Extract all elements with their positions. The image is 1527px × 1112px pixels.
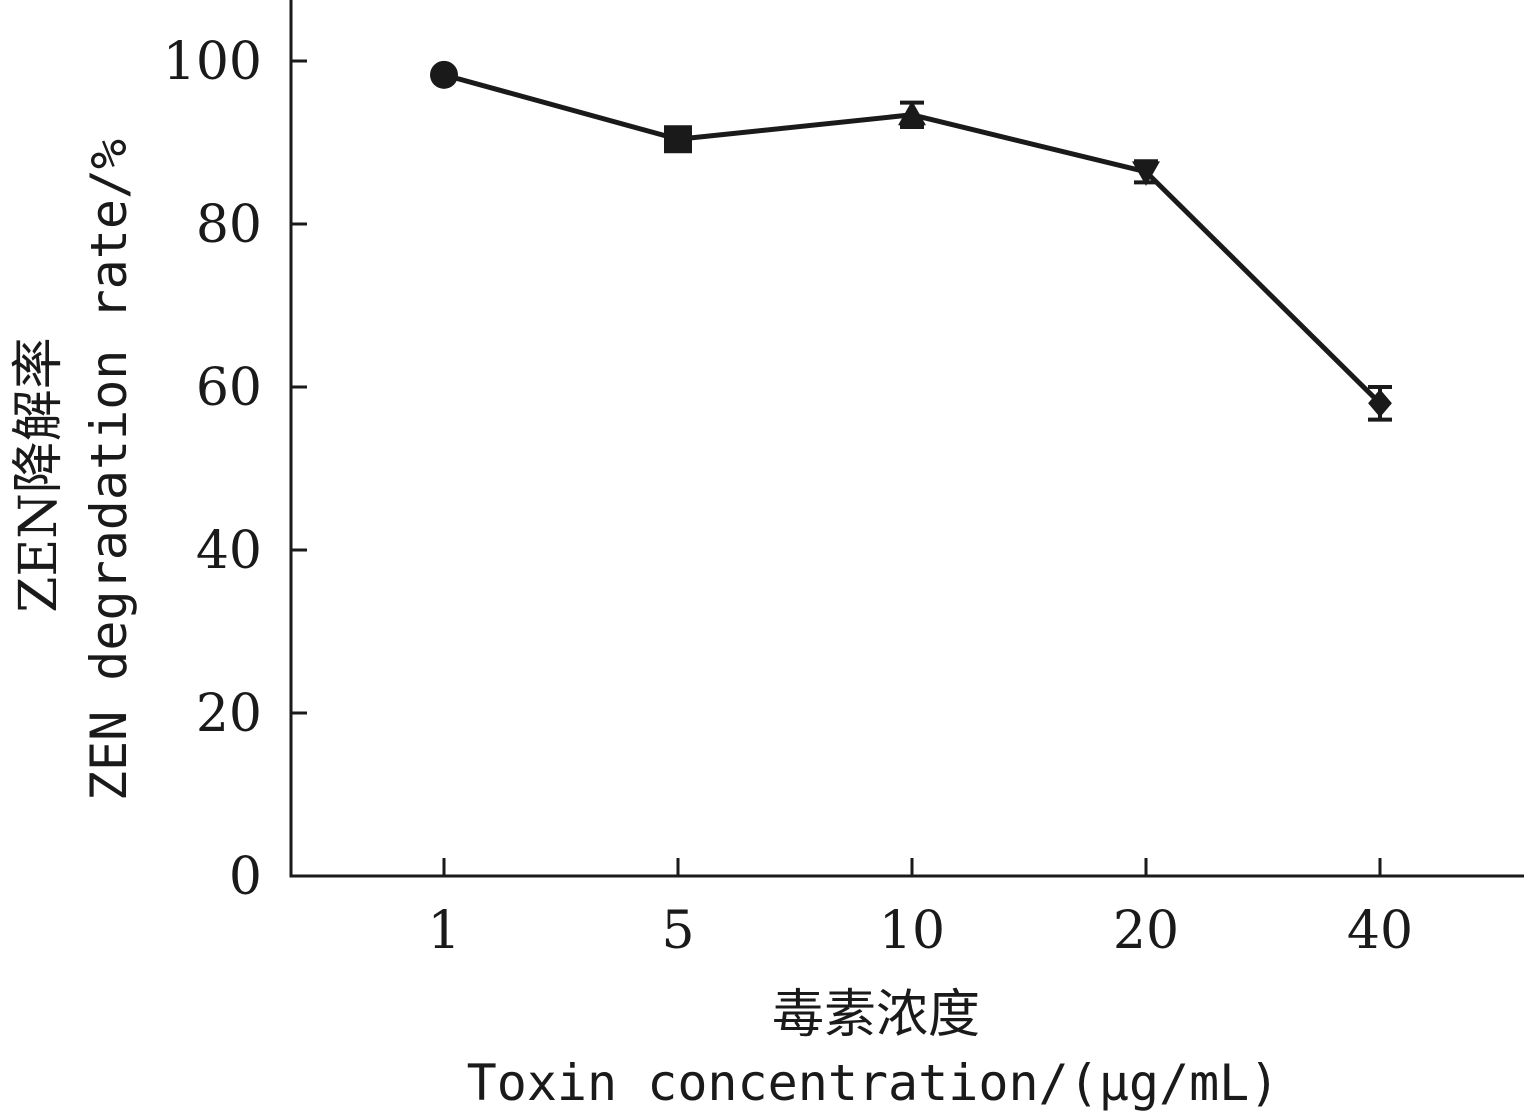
- x-tick-label-20: 20: [1113, 901, 1179, 961]
- y-tick-label-0: 0: [229, 847, 262, 907]
- x-tick-label-5: 5: [661, 901, 694, 961]
- y-tick-label-40: 40: [196, 521, 262, 581]
- ticks: 0 20 40 60 80 100 1 5 10 20 40: [163, 32, 1413, 961]
- y-tick-label-60: 60: [196, 358, 262, 418]
- x-axis-title-cn: 毒素浓度: [772, 985, 980, 1045]
- x-tick-label-10: 10: [879, 901, 945, 961]
- y-axis-title-en: ZEN degradation rate/%: [80, 139, 138, 801]
- axes: [289, 0, 1524, 878]
- y-axis-title-cn: ZEN降解率: [9, 337, 69, 613]
- y-tick-label-100: 100: [163, 32, 262, 92]
- x-tick-label-1: 1: [427, 901, 460, 961]
- data-point-5: [664, 125, 692, 154]
- series: [430, 60, 1392, 422]
- data-point-10: [898, 100, 926, 126]
- y-tick-label-80: 80: [196, 195, 262, 255]
- x-axis-title-en: Toxin concentration/(μg/mL): [467, 1054, 1280, 1112]
- x-tick-label-40: 40: [1347, 901, 1413, 961]
- data-point-40: [1368, 389, 1392, 418]
- y-tick-label-20: 20: [196, 684, 262, 744]
- data-point-20: [1132, 161, 1160, 186]
- data-point-1: [430, 60, 458, 89]
